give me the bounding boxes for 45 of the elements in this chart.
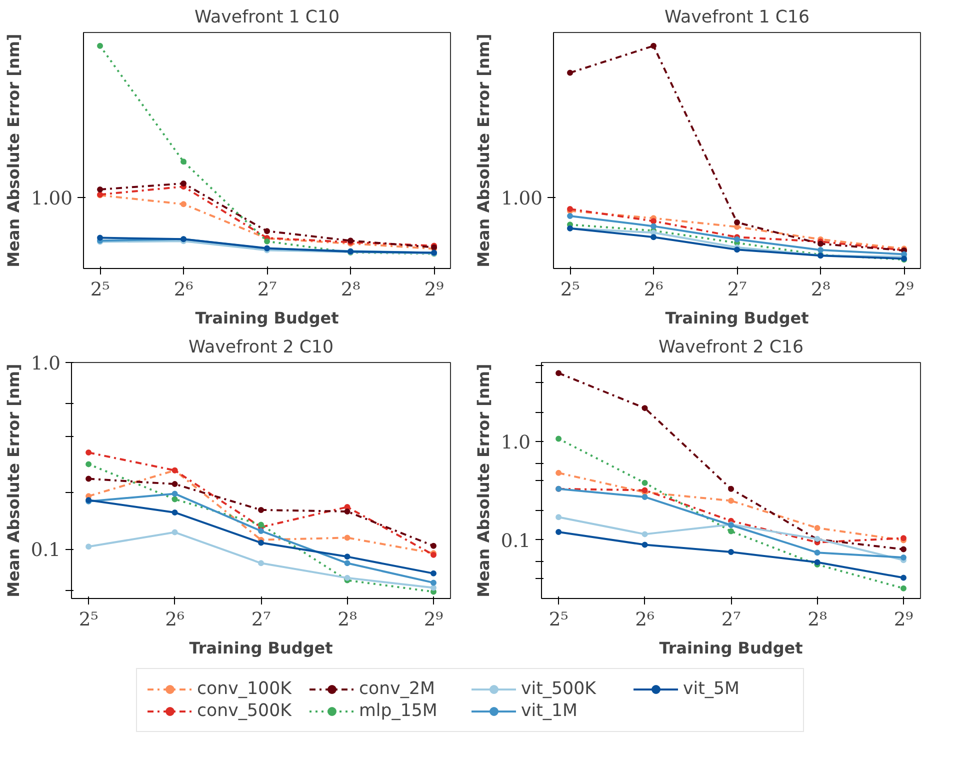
x-tick-label: 2⁵ — [90, 280, 110, 300]
chart-title: Wavefront 2 C16 — [658, 338, 804, 358]
x-tick-label: 2⁸ — [340, 280, 360, 300]
y-axis-title: Mean Absolute Error [nm] — [4, 364, 23, 598]
x-tick-label: 2⁹ — [894, 610, 914, 630]
x-tick-label: 2⁷ — [721, 610, 741, 630]
x-tick-label: 2⁹ — [894, 280, 914, 300]
y-tick-label: 1.0 — [30, 354, 60, 374]
x-tick-label: 2⁸ — [338, 610, 357, 630]
y-axis-title: Mean Absolute Error [nm] — [4, 34, 23, 268]
x-tick-label: 2⁸ — [810, 280, 830, 300]
x-tick-label: 2⁶ — [174, 280, 194, 300]
x-tick-label: 2⁶ — [635, 610, 654, 630]
x-axis-title: Training Budget — [195, 308, 340, 328]
legend-label: vit_500K — [521, 679, 598, 699]
chart-title: Wavefront 1 C10 — [194, 8, 340, 28]
x-axis-title: Training Budget — [189, 638, 334, 658]
legend-label: vit_1M — [521, 701, 579, 721]
x-tick-label: 2⁶ — [165, 610, 184, 630]
y-tick-label: 1.0 — [500, 432, 530, 454]
y-tick-label: 0.1 — [500, 530, 530, 552]
text: 1.00 — [30, 188, 73, 210]
x-tick-label: 2⁵ — [548, 610, 568, 630]
x-tick-label: 2⁸ — [808, 610, 827, 630]
chart-title: Wavefront 2 C10 — [188, 338, 334, 358]
legend-label: vit_5M — [683, 679, 741, 699]
x-tick-label: 2⁷ — [727, 280, 747, 300]
x-tick-label: 2⁶ — [644, 280, 664, 300]
y-tick-label: 0.1 — [30, 540, 60, 562]
x-tick-label: 2⁵ — [78, 610, 98, 630]
legend-label: conv_500K — [197, 701, 293, 721]
legend-label: conv_2M — [359, 679, 436, 699]
x-axis-title: Training Budget — [665, 308, 810, 328]
legend-label: mlp_15M — [359, 701, 438, 721]
x-tick-label: 2⁹ — [424, 280, 444, 300]
x-tick-label: 2⁷ — [251, 610, 271, 630]
legend-label: conv_100K — [197, 679, 293, 699]
text: 1.00 — [500, 188, 543, 210]
x-axis-title: Training Budget — [659, 638, 804, 658]
x-tick-label: 2⁹ — [424, 610, 444, 630]
y-axis-title: Mean Absolute Error [nm] — [474, 34, 493, 268]
y-axis-title: Mean Absolute Error [nm] — [474, 364, 493, 598]
chart-title: Wavefront 1 C16 — [664, 8, 810, 28]
x-tick-label: 2⁷ — [257, 280, 277, 300]
x-tick-label: 2⁵ — [560, 280, 580, 300]
